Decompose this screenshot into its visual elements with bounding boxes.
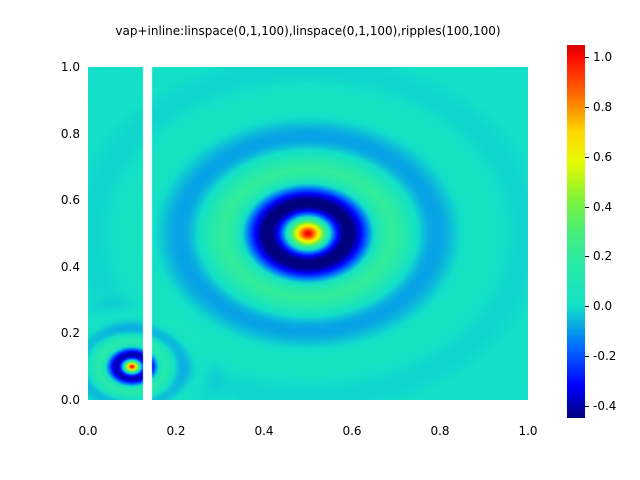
colorbar-tick-mark — [585, 356, 589, 357]
x-tick-label: 0.4 — [254, 424, 274, 438]
y-tick-label: 0.8 — [60, 126, 80, 141]
colorbar-tick-mark — [585, 306, 589, 307]
heatmap-canvas[interactable] — [88, 67, 528, 400]
y-tick-label: 0.6 — [60, 193, 80, 208]
colorbar-tick-mark — [585, 256, 589, 257]
y-tick-label: 0.2 — [60, 326, 80, 341]
colorbar-tick-label: 1.0 — [593, 50, 613, 65]
colorbar-tick-mark — [585, 107, 589, 108]
x-tick-label: 0.2 — [166, 424, 186, 438]
colorbar-tick-mark — [585, 207, 589, 208]
colorbar-tick-label: 0.4 — [593, 199, 613, 214]
colorbar-tick-label: 0.6 — [593, 149, 613, 164]
plot-title: vap+inline:linspace(0,1,100),linspace(0,… — [115, 24, 501, 38]
x-tick-label: 0.8 — [430, 424, 450, 438]
y-tick-label: 0.4 — [60, 259, 80, 274]
colorbar-tick-mark — [585, 157, 589, 158]
colorbar-tick-label: 0.8 — [593, 100, 613, 115]
colorbar-tick-mark — [585, 57, 589, 58]
x-tick-label: 0.6 — [342, 424, 362, 438]
x-tick-label: 1.0 — [518, 424, 538, 438]
colorbar-tick-label: 0.2 — [593, 249, 613, 264]
y-tick-label: 1.0 — [60, 60, 80, 74]
x-tick-label: 0.0 — [78, 424, 98, 438]
colorbar-tick-mark — [585, 406, 589, 407]
colorbar-tick-label: 0.0 — [593, 299, 613, 314]
y-tick-label: 0.0 — [60, 393, 80, 407]
colorbar-tick-label: -0.2 — [593, 348, 617, 363]
colorbar — [567, 45, 585, 418]
colorbar-tick-label: -0.4 — [593, 398, 617, 413]
